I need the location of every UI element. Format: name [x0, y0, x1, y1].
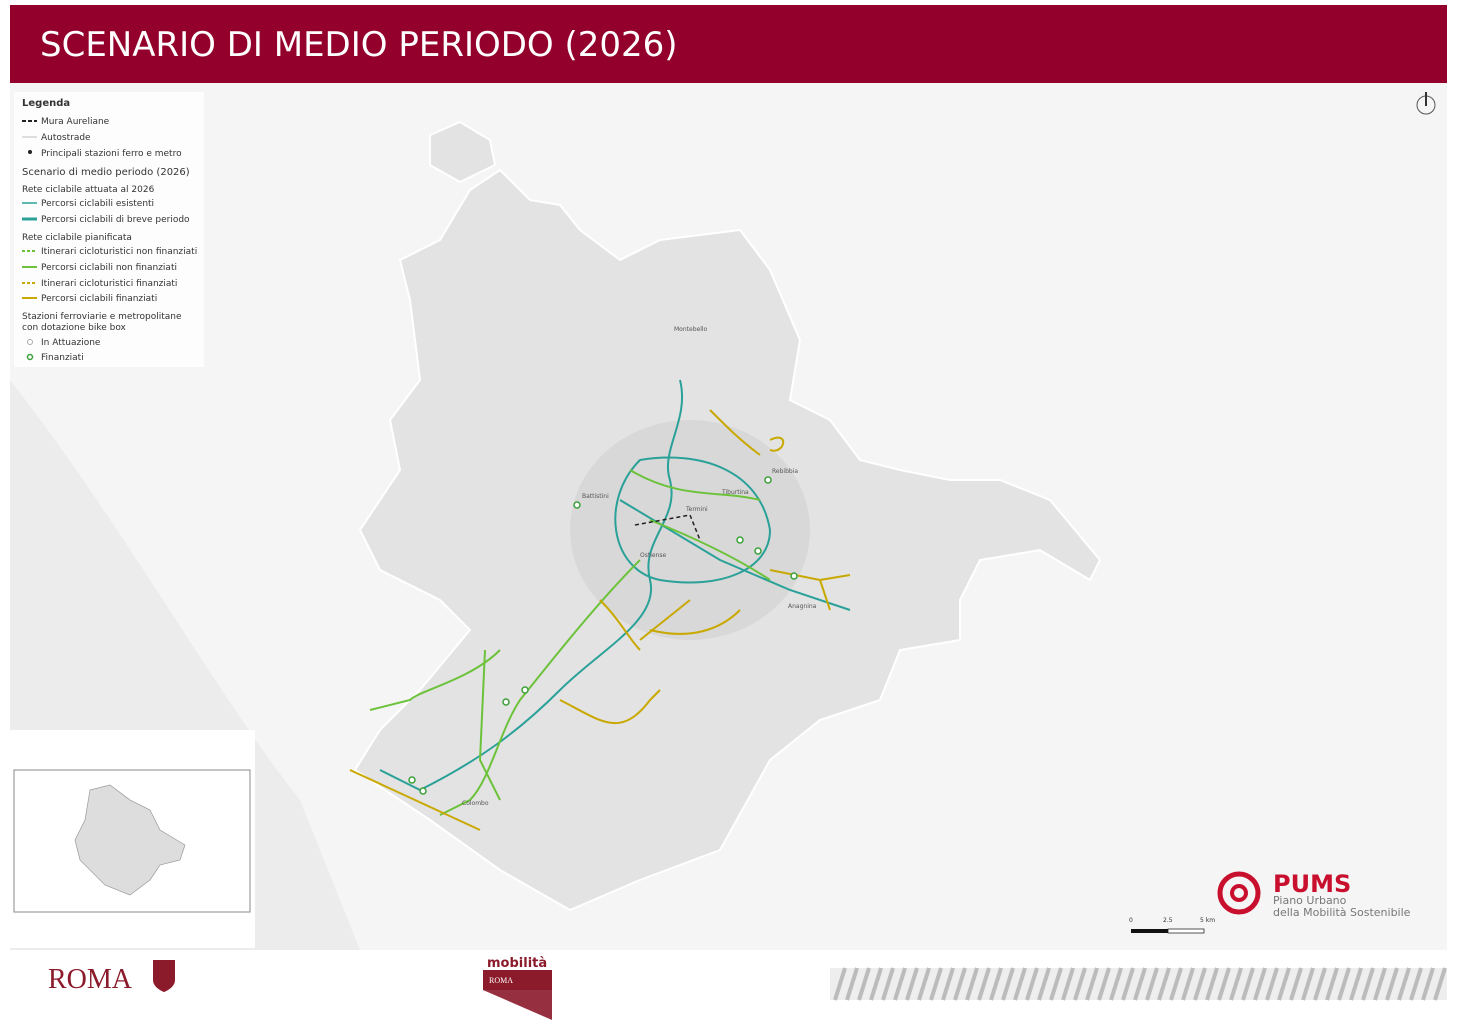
- scale-label: 0: [1129, 917, 1133, 924]
- legend-title: Legenda: [22, 98, 70, 109]
- pums-subtitle: della Mobilità Sostenibile: [1273, 906, 1411, 919]
- place-label: Termini: [685, 506, 708, 513]
- page: SCENARIO DI MEDIO PERIODO (2026) Montebe…: [0, 0, 1463, 1025]
- place-label: Colombo: [462, 800, 489, 807]
- station: [765, 477, 771, 483]
- place-label: Ostiense: [640, 552, 666, 559]
- legend-subsection: Stazioni ferroviarie e metropolitane: [22, 312, 182, 322]
- legend-item: Finanziati: [41, 353, 84, 363]
- legend-item: Percorsi ciclabili finanziati: [41, 294, 157, 304]
- legend-symbol: [28, 340, 33, 345]
- legend-section: Scenario di medio periodo (2026): [22, 167, 190, 178]
- station: [791, 573, 797, 579]
- scale-label: 2.5: [1163, 917, 1173, 924]
- station: [420, 788, 426, 794]
- roma-shield: [153, 960, 175, 992]
- place-label: Rebibbia: [772, 468, 798, 475]
- place-label: Anagnina: [788, 603, 817, 610]
- map-sheet: SCENARIO DI MEDIO PERIODO (2026) Montebe…: [0, 0, 1463, 1025]
- place-label: Tiburtina: [721, 489, 749, 496]
- legend-item: Autostrade: [41, 133, 91, 143]
- inset-map: [10, 730, 255, 948]
- roma-logo: ROMA: [48, 964, 133, 995]
- scale-segment: [1131, 929, 1168, 933]
- scale-label: 5 km: [1200, 917, 1215, 924]
- legend: Legenda Mura Aureliane Autostrade Princi…: [14, 92, 204, 367]
- legend-item: Percorsi ciclabili di breve periodo: [41, 215, 190, 225]
- station: [522, 687, 528, 693]
- legend-symbol: [28, 150, 32, 154]
- legend-item: Itinerari cicloturistici non finanziati: [41, 247, 197, 257]
- scale-segment: [1168, 929, 1204, 933]
- legend-subsection: Rete ciclabile pianificata: [22, 233, 132, 243]
- hatch-band: [830, 968, 1447, 1000]
- station: [755, 548, 761, 554]
- place-label: Montebello: [674, 326, 708, 333]
- legend-item: In Attuazione: [41, 338, 101, 348]
- mobilita-subtitle: ROMA: [489, 976, 513, 985]
- legend-subsection: Rete ciclabile attuata al 2026: [22, 185, 155, 195]
- mobilita-title: mobilità: [487, 956, 547, 971]
- legend-item: Percorsi ciclabili non finanziati: [41, 263, 177, 273]
- legend-item: Principali stazioni ferro e metro: [41, 149, 182, 159]
- mobilita-wedge: [483, 990, 552, 1020]
- station: [574, 502, 580, 508]
- legend-item: Mura Aureliane: [41, 117, 110, 127]
- place-label: Battistini: [582, 493, 609, 500]
- legend-subsection: con dotazione bike box: [22, 323, 127, 333]
- title: SCENARIO DI MEDIO PERIODO (2026): [40, 25, 678, 65]
- legend-item: Itinerari cicloturistici finanziati: [41, 279, 177, 289]
- station: [737, 537, 743, 543]
- station: [409, 777, 415, 783]
- legend-symbol: [28, 355, 33, 360]
- legend-item: Percorsi ciclabili esistenti: [41, 199, 154, 209]
- station: [503, 699, 509, 705]
